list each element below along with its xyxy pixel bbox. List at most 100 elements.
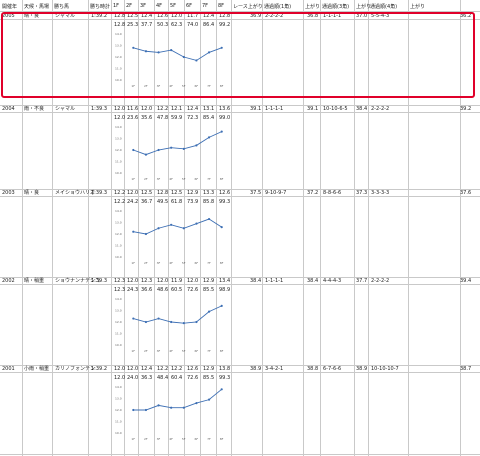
cumulative-cell[interactable]: 60.5	[171, 287, 183, 293]
up3-cell[interactable]: 37.3	[356, 190, 368, 196]
cumulative-cell[interactable]: 99.2	[219, 22, 231, 28]
cumulative-cell[interactable]: 99.0	[219, 115, 231, 121]
cumulative-cell[interactable]: 48.6	[157, 287, 169, 293]
lap-cell[interactable]: 12.0	[127, 190, 139, 196]
lap-cell[interactable]: 12.4	[203, 13, 215, 19]
lap-cell[interactable]: 12.6	[219, 190, 231, 196]
lap-cell[interactable]: 12.8	[157, 190, 169, 196]
lap-cell[interactable]: 12.3	[141, 278, 153, 284]
year-cell[interactable]: 2002	[2, 278, 15, 284]
weather-cell[interactable]: 小雨・稍重	[24, 366, 50, 372]
lap-chart[interactable]: 14.0 13.0 12.0 11.0 10.0 1F 2F 3F 4F 5F 6F 7F 8F	[113, 295, 232, 355]
lap-cell[interactable]: 12.0	[171, 13, 183, 19]
race-last-cell[interactable]: 36.9	[250, 13, 262, 19]
lap-cell[interactable]: 12.9	[203, 366, 215, 372]
lap-cell[interactable]: 12.0	[127, 366, 139, 372]
up4-cell[interactable]: 36.2	[460, 13, 472, 19]
cumulative-cell[interactable]: 98.9	[219, 287, 231, 293]
lap-cell[interactable]: 13.6	[219, 106, 231, 112]
cumulative-cell[interactable]: 35.6	[141, 115, 153, 121]
lap-cell[interactable]: 12.0	[157, 278, 169, 284]
pass1-cell[interactable]: 3-4-2-1	[265, 366, 284, 372]
up1-cell[interactable]: 38.4	[307, 278, 319, 284]
lap-cell[interactable]: 12.4	[141, 13, 153, 19]
lap-cell[interactable]: 11.6	[127, 106, 139, 112]
pass3-cell[interactable]: 10-10-6-5	[323, 106, 348, 112]
pass3-cell[interactable]: 4-4-4-3	[323, 278, 342, 284]
pass3-cell[interactable]: 6-7-6-6	[323, 366, 342, 372]
lap-cell[interactable]: 12.2	[157, 366, 169, 372]
lap-chart[interactable]: 14.0 13.0 12.0 11.0 10.0 1F 2F 3F 4F 5F 6F 7F 8F	[113, 207, 232, 267]
lap-cell[interactable]: 12.0	[127, 278, 139, 284]
pass4-cell[interactable]: 5-5-4-3	[371, 13, 390, 19]
cumulative-cell[interactable]: 50.3	[157, 22, 169, 28]
lap-cell[interactable]: 12.6	[157, 13, 169, 19]
year-cell[interactable]: 2005	[2, 13, 15, 19]
lap-cell[interactable]: 12.2	[157, 106, 169, 112]
pass4-cell[interactable]: 2-2-2-2	[371, 106, 390, 112]
cumulative-cell[interactable]: 12.0	[114, 375, 126, 381]
time-cell[interactable]: 1:39.2	[91, 366, 107, 372]
cumulative-cell[interactable]: 49.5	[157, 199, 169, 205]
lap-cell[interactable]: 13.8	[219, 366, 231, 372]
lap-cell[interactable]: 12.8	[114, 13, 126, 19]
lap-cell[interactable]: 12.0	[187, 278, 199, 284]
up3-cell[interactable]: 38.4	[356, 106, 368, 112]
up1-cell[interactable]: 39.1	[307, 106, 319, 112]
pass4-cell[interactable]: 10-10-10-7	[371, 366, 399, 372]
pass1-cell[interactable]: 1-1-1-1	[265, 278, 284, 284]
time-cell[interactable]: 1:39.3	[91, 190, 107, 196]
cumulative-cell[interactable]: 47.8	[157, 115, 169, 121]
cumulative-cell[interactable]: 62.3	[171, 22, 183, 28]
weather-cell[interactable]: 晴・良	[24, 190, 40, 196]
lap-cell[interactable]: 12.0	[114, 366, 126, 372]
cumulative-cell[interactable]: 85.5	[203, 375, 215, 381]
lap-cell[interactable]: 12.4	[187, 106, 199, 112]
race-last-cell[interactable]: 38.4	[250, 278, 262, 284]
cumulative-cell[interactable]: 23.6	[127, 115, 139, 121]
cumulative-cell[interactable]: 73.9	[187, 199, 199, 205]
cumulative-cell[interactable]: 37.7	[141, 22, 153, 28]
cumulative-cell[interactable]: 59.9	[171, 115, 183, 121]
year-cell[interactable]: 2003	[2, 190, 15, 196]
up3-cell[interactable]: 37.0	[356, 13, 368, 19]
race-last-cell[interactable]: 39.1	[250, 106, 262, 112]
cumulative-cell[interactable]: 85.4	[203, 115, 215, 121]
lap-cell[interactable]: 12.3	[114, 278, 126, 284]
up3-cell[interactable]: 38.9	[356, 366, 368, 372]
cumulative-cell[interactable]: 99.3	[219, 375, 231, 381]
lap-cell[interactable]: 12.6	[187, 366, 199, 372]
cumulative-cell[interactable]: 36.3	[141, 375, 153, 381]
pass4-cell[interactable]: 3-3-3-3	[371, 190, 390, 196]
time-cell[interactable]: 1:39.2	[91, 13, 107, 19]
cumulative-cell[interactable]: 25.3	[127, 22, 139, 28]
up1-cell[interactable]: 38.8	[307, 366, 319, 372]
cumulative-cell[interactable]: 72.3	[187, 115, 199, 121]
race-last-cell[interactable]: 37.5	[250, 190, 262, 196]
cumulative-cell[interactable]: 74.0	[187, 22, 199, 28]
lap-cell[interactable]: 13.3	[203, 190, 215, 196]
winner-cell[interactable]: ショウナンナデシコ	[55, 278, 101, 284]
lap-chart[interactable]: 14.0 13.0 12.0 11.0 10.0 1F 2F 3F 4F 5F 6F 7F 8F	[113, 383, 232, 443]
lap-cell[interactable]: 12.4	[141, 366, 153, 372]
time-cell[interactable]: 1:39.3	[91, 278, 107, 284]
lap-chart[interactable]: 14.0 13.0 12.0 11.0 10.0 1F 2F 3F 4F 5F 6F 7F 8F	[113, 123, 232, 183]
up4-cell[interactable]: 39.4	[460, 278, 472, 284]
cumulative-cell[interactable]: 85.5	[203, 287, 215, 293]
pass1-cell[interactable]: 1-1-1-1	[265, 106, 284, 112]
up1-cell[interactable]: 37.2	[307, 190, 319, 196]
winner-cell[interactable]: カリノフォンテン	[55, 366, 96, 372]
weather-cell[interactable]: 晴・稍重	[24, 278, 45, 284]
lap-cell[interactable]: 12.5	[127, 13, 139, 19]
cumulative-cell[interactable]: 24.3	[127, 287, 139, 293]
lap-cell[interactable]: 11.7	[187, 13, 199, 19]
cumulative-cell[interactable]: 48.4	[157, 375, 169, 381]
cumulative-cell[interactable]: 99.3	[219, 199, 231, 205]
winner-cell[interactable]: シャマル	[55, 13, 76, 19]
cumulative-cell[interactable]: 72.6	[187, 287, 199, 293]
cumulative-cell[interactable]: 85.8	[203, 199, 215, 205]
cumulative-cell[interactable]: 60.4	[171, 375, 183, 381]
cumulative-cell[interactable]: 72.6	[187, 375, 199, 381]
lap-cell[interactable]: 12.9	[187, 190, 199, 196]
race-last-cell[interactable]: 38.9	[250, 366, 262, 372]
